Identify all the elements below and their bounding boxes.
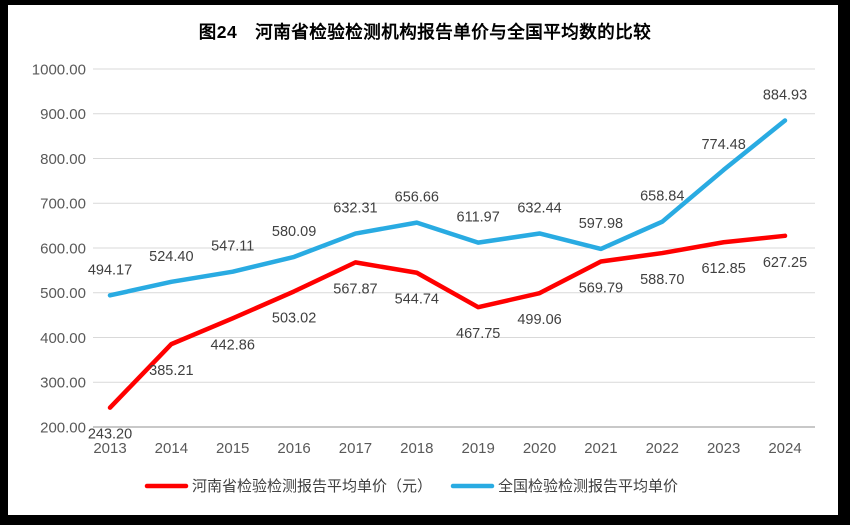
- y-tick-label: 1000.00: [32, 61, 86, 78]
- x-tick-label: 2019: [461, 440, 494, 457]
- x-tick-label: 2018: [400, 440, 433, 457]
- data-label: 774.48: [701, 137, 745, 153]
- y-tick-label: 600.00: [40, 240, 86, 257]
- data-label: 442.86: [211, 337, 255, 353]
- chart-canvas: [8, 5, 838, 515]
- legend-label-1: 全国检验检测报告平均单价: [498, 477, 678, 495]
- data-label: 544.74: [395, 292, 439, 308]
- chart-title: 图24 河南省检验检测机构报告单价与全国平均数的比较: [198, 22, 652, 42]
- y-tick-label: 500.00: [40, 285, 86, 302]
- data-label: 580.09: [272, 224, 316, 240]
- data-label: 627.25: [763, 255, 807, 271]
- legend-label-0: 河南省检验检测报告平均单价（元）: [192, 478, 432, 495]
- series-line-1: [107, 118, 788, 298]
- data-label: 494.17: [88, 262, 132, 278]
- y-tick-label: 200.00: [40, 419, 86, 436]
- x-tick-label: 2013: [93, 440, 126, 457]
- y-tick-label: 400.00: [40, 330, 86, 347]
- x-tick-label: 2023: [707, 440, 740, 457]
- data-label: 524.40: [149, 249, 193, 265]
- data-label: 658.84: [640, 189, 684, 205]
- x-tick-label: 2016: [277, 440, 310, 457]
- data-label: 632.44: [517, 200, 561, 216]
- data-label: 656.66: [395, 190, 439, 206]
- data-label: 588.70: [640, 272, 684, 288]
- x-tick-label: 2021: [584, 440, 617, 457]
- data-label: 632.31: [333, 201, 377, 217]
- x-tick-label: 2022: [646, 440, 679, 457]
- data-label: 569.79: [579, 281, 623, 297]
- series-line-0: [107, 233, 788, 410]
- data-label: 503.02: [272, 310, 316, 326]
- y-tick-label: 800.00: [40, 151, 86, 168]
- data-label: 884.93: [763, 87, 807, 103]
- data-label: 597.98: [579, 216, 623, 232]
- x-tick-label: 2020: [523, 440, 556, 457]
- y-tick-label: 900.00: [40, 106, 86, 123]
- data-label: 567.87: [333, 281, 377, 297]
- data-label: 499.06: [517, 312, 561, 328]
- data-label: 385.21: [149, 363, 193, 379]
- data-label: 612.85: [701, 261, 745, 277]
- data-label: 243.20: [88, 427, 132, 443]
- data-label: 611.97: [457, 210, 500, 226]
- y-tick-label: 300.00: [40, 375, 86, 392]
- data-label: 467.75: [456, 326, 500, 342]
- x-tick-label: 2014: [155, 440, 188, 457]
- x-tick-label: 2017: [339, 440, 372, 457]
- data-label: 547.11: [211, 239, 254, 255]
- y-tick-label: 700.00: [40, 196, 86, 213]
- x-tick-label: 2024: [768, 440, 801, 457]
- x-tick-label: 2015: [216, 440, 249, 457]
